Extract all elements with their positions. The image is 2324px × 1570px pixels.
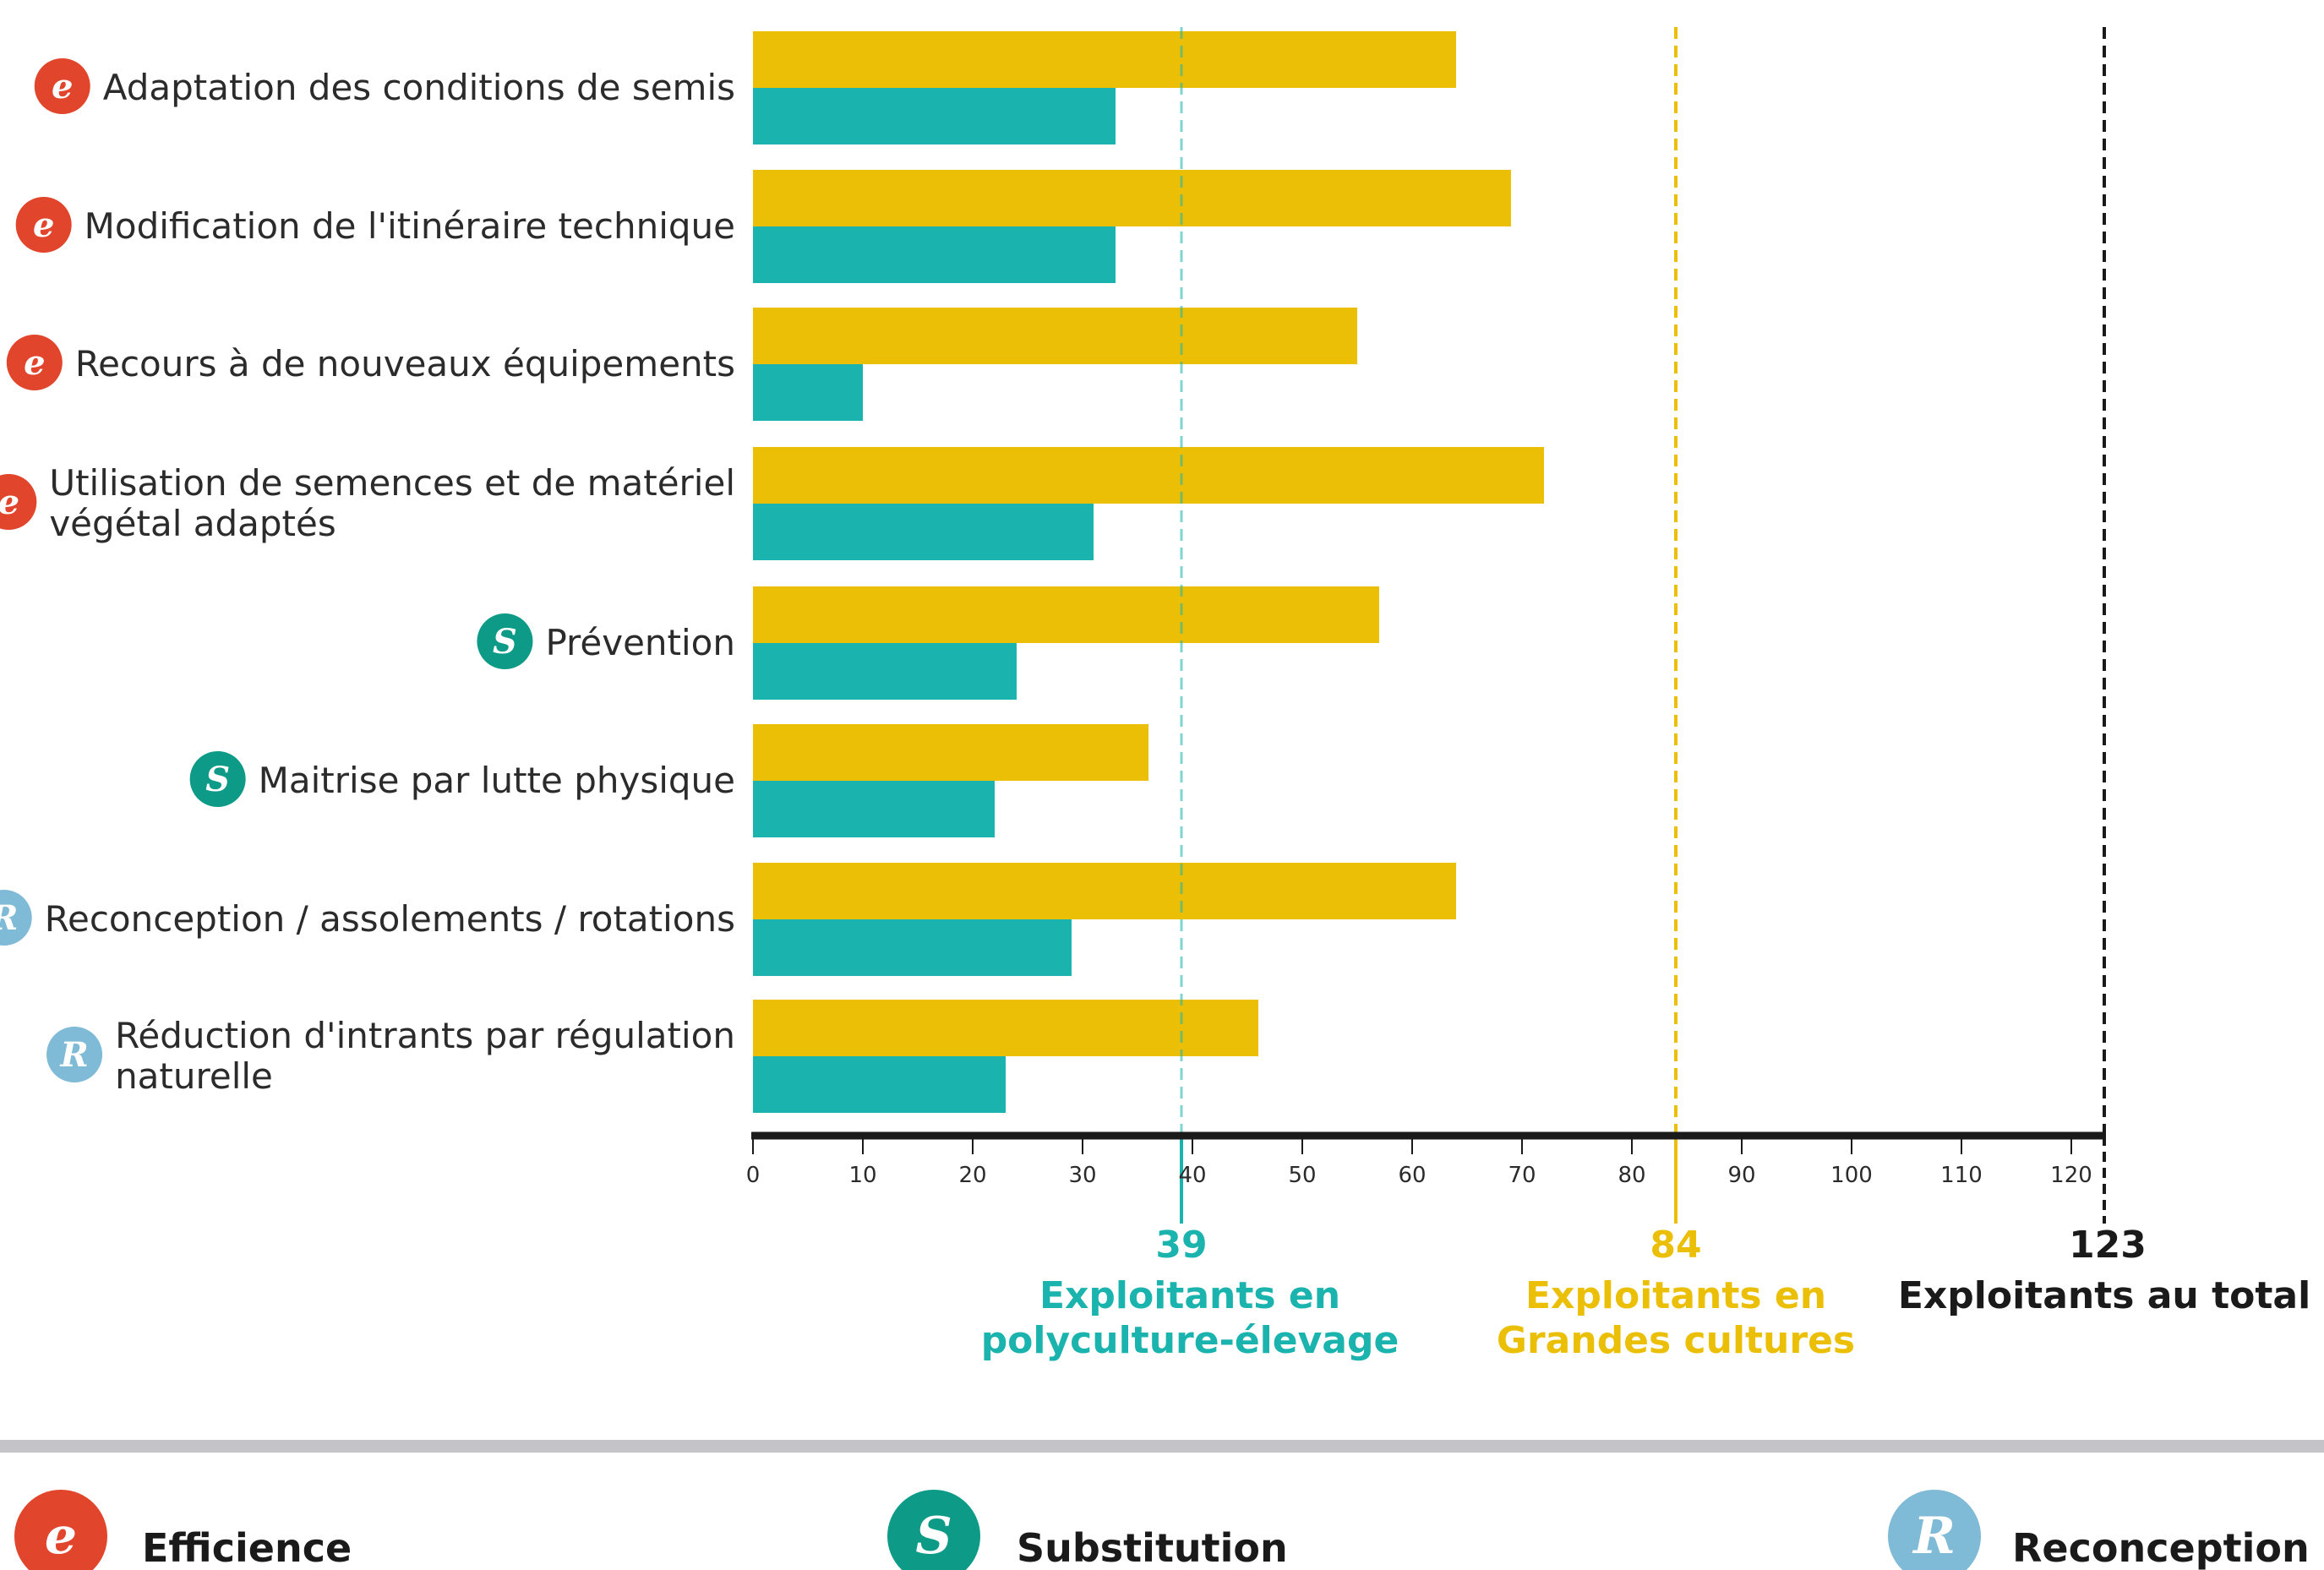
x-tick-label: 110 (1940, 1163, 1983, 1188)
bar-polyculture_elevage (753, 781, 995, 837)
reference-value: 39 (1155, 1224, 1207, 1267)
x-tick-label: 120 (2050, 1163, 2092, 1188)
category-label: naturelle (115, 1055, 273, 1097)
bar-grandes_cultures (753, 308, 1357, 364)
bar-polyculture_elevage (753, 504, 1094, 560)
reference-value: 84 (1650, 1224, 1701, 1267)
category-label: Maitrise par lutte physique (259, 760, 735, 801)
category-label: Reconception / assolements / rotations (45, 898, 735, 940)
reference-value: 123 (2069, 1224, 2147, 1267)
bar-grandes_cultures (753, 170, 1511, 226)
reference-label: polyculture-élevage (981, 1319, 1399, 1362)
efficience-badge-icon: e (15, 197, 72, 253)
svg-text:R: R (59, 1035, 88, 1075)
legend-efficience-icon: e (14, 1490, 107, 1570)
x-tick-label: 30 (1068, 1163, 1096, 1188)
efficience-badge-icon: e (0, 474, 37, 530)
legend-reconception-icon: R (1888, 1490, 1981, 1570)
bar-grandes_cultures (753, 31, 1456, 88)
category-label: Utilisation de semences et de matériel (49, 462, 735, 504)
legend-divider (0, 1440, 2324, 1453)
bar-polyculture_elevage (753, 226, 1116, 283)
x-tick-label: 80 (1618, 1163, 1645, 1188)
category-label: végétal adaptés (49, 503, 336, 544)
category-label: Réduction d'intrants par régulation (115, 1015, 735, 1056)
substitution-badge-icon: S (189, 751, 246, 807)
x-tick-label: 0 (746, 1163, 761, 1188)
bar-polyculture_elevage (753, 919, 1072, 976)
x-tick-label: 100 (1830, 1163, 1873, 1188)
svg-text:R: R (0, 898, 18, 938)
legend-label-reconception: Reconception (2012, 1525, 2310, 1570)
svg-text:e: e (33, 205, 54, 245)
reference-label: Grandes cultures (1497, 1319, 1855, 1362)
svg-text:e: e (45, 1507, 77, 1566)
svg-text:e: e (52, 67, 73, 106)
bar-grandes_cultures (753, 1000, 1258, 1056)
reconception-badge-icon: R (46, 1027, 103, 1082)
category-label: Modification de l'itinéraire technique (85, 205, 735, 247)
x-tick-label: 90 (1727, 1163, 1755, 1188)
svg-text:e: e (24, 343, 45, 383)
category-label: Recours à de nouveaux équipements (75, 343, 735, 384)
category-label: Adaptation des conditions de semis (103, 67, 735, 108)
svg-text:R: R (1912, 1507, 1956, 1566)
bar-polyculture_elevage (753, 88, 1116, 144)
legend-label-substitution: Substitution (1017, 1525, 1288, 1570)
reconception-badge-icon: R (0, 890, 32, 946)
x-tick-label: 60 (1398, 1163, 1426, 1188)
category-label: Prévention (545, 622, 735, 663)
reference-label: Exploitants en (1039, 1274, 1340, 1317)
legend-label-efficience: Efficience (142, 1525, 352, 1570)
x-tick-label: 20 (958, 1163, 986, 1188)
reference-label: Exploitants au total (1898, 1274, 2310, 1317)
bar-polyculture_elevage (753, 1056, 1006, 1113)
bar-grandes_cultures (753, 586, 1379, 643)
x-tick-label: 70 (1508, 1163, 1536, 1188)
substitution-badge-icon: S (477, 613, 533, 669)
legend-substitution-icon: S (887, 1490, 980, 1570)
bar-grandes_cultures (753, 447, 1544, 504)
bar-grandes_cultures (753, 724, 1148, 781)
bar-polyculture_elevage (753, 643, 1017, 700)
reference-label: Exploitants en (1525, 1274, 1826, 1317)
x-tick-label: 50 (1288, 1163, 1316, 1188)
svg-text:S: S (205, 760, 230, 799)
efficience-badge-icon: e (34, 58, 90, 114)
svg-text:e: e (0, 482, 19, 522)
x-tick-label: 40 (1178, 1163, 1206, 1188)
svg-text:S: S (915, 1507, 952, 1566)
x-tick-label: 10 (848, 1163, 876, 1188)
efficience-badge-icon: e (6, 335, 63, 390)
bar-grandes_cultures (753, 863, 1456, 919)
svg-text:S: S (493, 622, 517, 662)
bar-polyculture_elevage (753, 364, 863, 421)
